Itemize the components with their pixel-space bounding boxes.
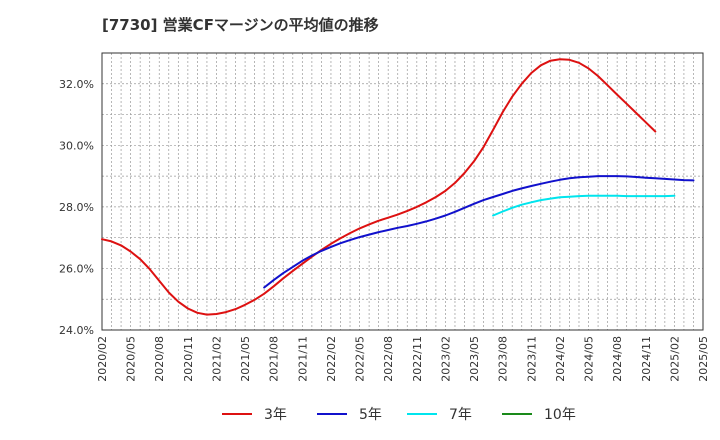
x-tick-label: 2023/11: [525, 336, 538, 382]
axis-labels: 24.0% 26.0% 28.0% 30.0% 32.0% 2020/02 2020/05 2…: [59, 78, 710, 382]
x-tick-label: 2021/08: [268, 336, 281, 382]
x-tick-label: 2022/02: [325, 336, 338, 382]
x-tick-label: 2022/05: [354, 336, 367, 382]
legend: 3年 5年 7年 10年: [222, 407, 576, 423]
x-tick-label: 2020/11: [182, 336, 195, 382]
x-tick-label: 2021/05: [239, 336, 252, 382]
legend-label: 7年: [449, 407, 472, 423]
x-tick-label: 2022/08: [382, 336, 395, 382]
x-tick-label: 2023/02: [439, 336, 452, 382]
plot-area: [101, 52, 704, 331]
x-tick-label: 2020/08: [153, 336, 166, 382]
x-tick-label: 2022/11: [411, 336, 424, 382]
y-tick-label: 26.0%: [59, 262, 94, 275]
y-tick-label: 30.0%: [59, 139, 94, 152]
x-tick-label: 2024/05: [583, 336, 596, 382]
x-tick-label: 2024/02: [554, 336, 567, 382]
x-tick-label: 2020/02: [96, 336, 109, 382]
series-line-5年: [263, 175, 695, 289]
chart-title: [7730] 営業CFマージンの平均値の推移: [102, 16, 379, 34]
x-tick-label: 2021/02: [210, 336, 223, 382]
grid-lines: [102, 52, 703, 331]
series-line-7年: [492, 194, 676, 217]
x-tick-label: 2021/11: [296, 336, 309, 382]
x-tick-label: 2025/02: [668, 336, 681, 382]
y-tick-label: 32.0%: [59, 78, 94, 91]
x-tick-label: 2024/11: [640, 336, 653, 382]
x-tick-label: 2023/05: [468, 336, 481, 382]
legend-label: 5年: [359, 407, 382, 423]
legend-label: 10年: [544, 407, 576, 423]
x-tick-label: 2020/05: [125, 336, 138, 382]
y-tick-label: 28.0%: [59, 201, 94, 214]
x-tick-label: 2025/05: [697, 336, 710, 382]
series-lines: [101, 58, 695, 316]
x-tick-label: 2023/08: [497, 336, 510, 382]
x-tick-label: 2024/08: [611, 336, 624, 382]
legend-label: 3年: [264, 407, 287, 423]
series-line-3年: [101, 58, 657, 316]
y-tick-label: 24.0%: [59, 324, 94, 337]
